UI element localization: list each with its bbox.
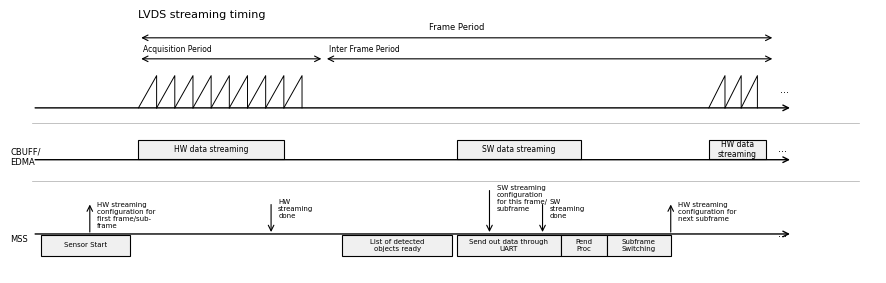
FancyBboxPatch shape (606, 235, 670, 256)
Text: MSS: MSS (11, 235, 28, 244)
Text: HW streaming
configuration for
first frame/sub-
frame: HW streaming configuration for first fra… (97, 202, 155, 229)
Text: Send out data through
UART: Send out data through UART (469, 239, 548, 252)
FancyBboxPatch shape (41, 235, 129, 256)
Text: Frame Period: Frame Period (429, 23, 484, 32)
Text: HW
streaming
done: HW streaming done (278, 199, 313, 219)
Text: Inter Frame Period: Inter Frame Period (328, 45, 399, 54)
Text: Subframe
Switching: Subframe Switching (621, 239, 656, 252)
Text: List of detected
objects ready: List of detected objects ready (369, 239, 424, 252)
Text: Acquisition Period: Acquisition Period (143, 45, 212, 54)
Text: SW
streaming
done: SW streaming done (549, 199, 584, 219)
FancyBboxPatch shape (456, 235, 561, 256)
Text: Sensor Start: Sensor Start (64, 242, 107, 248)
Text: HW data
streaming: HW data streaming (717, 140, 756, 159)
FancyBboxPatch shape (561, 235, 606, 256)
Text: ...: ... (777, 229, 786, 239)
Text: LVDS streaming timing: LVDS streaming timing (138, 10, 266, 20)
Text: HW streaming
configuration for
next subframe: HW streaming configuration for next subf… (677, 202, 735, 222)
Text: ...: ... (777, 144, 786, 154)
FancyBboxPatch shape (456, 140, 580, 159)
Text: CBUFF/
EDMA: CBUFF/ EDMA (11, 147, 41, 167)
FancyBboxPatch shape (138, 140, 284, 159)
Text: SW data streaming: SW data streaming (481, 145, 555, 154)
Text: ...: ... (779, 85, 788, 95)
Text: HW data streaming: HW data streaming (174, 145, 248, 154)
FancyBboxPatch shape (708, 140, 766, 159)
Text: SW streaming
configuration
for this frame/
subframe: SW streaming configuration for this fram… (496, 185, 546, 212)
FancyBboxPatch shape (341, 235, 452, 256)
Text: Pend
Proc: Pend Proc (575, 239, 592, 252)
